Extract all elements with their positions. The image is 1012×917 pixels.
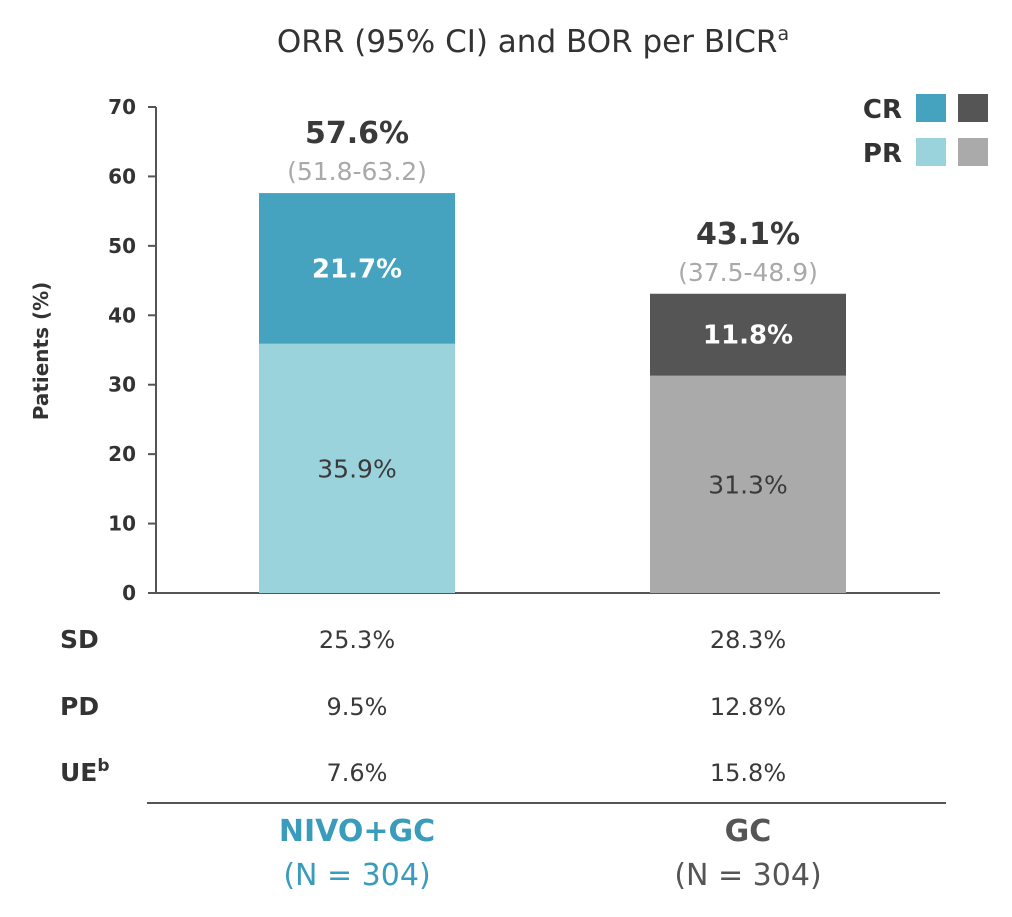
y-tick-label: 70 bbox=[108, 95, 136, 119]
y-tick-label: 10 bbox=[108, 512, 136, 536]
orr-label-nivo-gc: 57.6% bbox=[305, 116, 409, 151]
y-tick-label: 20 bbox=[108, 442, 136, 466]
bars bbox=[259, 193, 846, 593]
row-label-ue-superscript: b bbox=[97, 756, 109, 776]
ci-label-nivo-gc: (51.8-63.2) bbox=[287, 157, 427, 186]
legend-swatch-pr-gc bbox=[958, 138, 988, 166]
chart-title-superscript: a bbox=[777, 23, 789, 45]
bar-cr-gc bbox=[650, 293, 846, 376]
row-label-ue: UEb bbox=[60, 756, 110, 787]
bar-cr-label-gc: 11.8% bbox=[703, 321, 793, 351]
orr-label-gc: 43.1% bbox=[696, 217, 800, 252]
bar-cr-label-nivo-gc: 21.7% bbox=[312, 254, 402, 284]
bar-pr-gc bbox=[650, 375, 846, 593]
row-label-pd: PD bbox=[60, 692, 99, 721]
row-sd-nivo-value: 25.3% bbox=[319, 626, 395, 654]
y-ticks: 0 10 20 30 40 50 60 70 bbox=[108, 95, 156, 605]
legend-swatch-pr-nivo bbox=[916, 138, 946, 166]
y-tick-label: 40 bbox=[108, 303, 136, 327]
bar-pr-label-nivo-gc: 35.9% bbox=[317, 454, 396, 483]
row-pd-nivo-value: 9.5% bbox=[327, 693, 388, 721]
group-labels: NIVO+GC (N = 304) GC (N = 304) bbox=[279, 814, 822, 893]
legend-swatch-cr-gc bbox=[958, 94, 988, 122]
legend-label-cr: CR bbox=[863, 95, 902, 125]
bar-labels: 35.9% 21.7% 57.6% (51.8-63.2) 31.3% 11.8% 43.1… bbox=[287, 116, 818, 499]
y-tick-label: 50 bbox=[108, 234, 136, 258]
y-tick-label: 60 bbox=[108, 164, 136, 188]
chart-title-main: ORR (95% CI) and BOR per BICR bbox=[277, 24, 778, 60]
group-label-nivo-gc: NIVO+GC bbox=[279, 814, 435, 849]
response-table: SD 25.3% 28.3% PD 9.5% 12.8% UEb 7.6% 15… bbox=[60, 625, 946, 804]
row-label-sd: SD bbox=[60, 625, 99, 654]
y-axis-label: Patients (%) bbox=[29, 282, 53, 421]
row-ue-nivo-value: 7.6% bbox=[327, 759, 388, 787]
ci-label-gc: (37.5-48.9) bbox=[678, 258, 818, 287]
group-n-gc: (N = 304) bbox=[674, 858, 821, 893]
bar-pr-label-gc: 31.3% bbox=[708, 470, 787, 499]
group-n-nivo-gc: (N = 304) bbox=[283, 858, 430, 893]
bar-pr-nivo-gc bbox=[259, 343, 455, 593]
group-label-gc: GC bbox=[725, 814, 772, 849]
row-label-ue-text: UE bbox=[60, 758, 97, 787]
y-tick-label: 0 bbox=[122, 581, 136, 605]
legend: CR PR bbox=[863, 94, 988, 169]
row-sd-gc-value: 28.3% bbox=[710, 626, 786, 654]
row-pd-gc-value: 12.8% bbox=[710, 693, 786, 721]
legend-label-pr: PR bbox=[863, 139, 902, 169]
bar-cr-nivo-gc bbox=[259, 193, 455, 344]
row-ue-gc-value: 15.8% bbox=[710, 759, 786, 787]
legend-swatch-cr-nivo bbox=[916, 94, 946, 122]
chart-title: ORR (95% CI) and BOR per BICRa bbox=[277, 23, 789, 60]
y-tick-label: 30 bbox=[108, 373, 136, 397]
